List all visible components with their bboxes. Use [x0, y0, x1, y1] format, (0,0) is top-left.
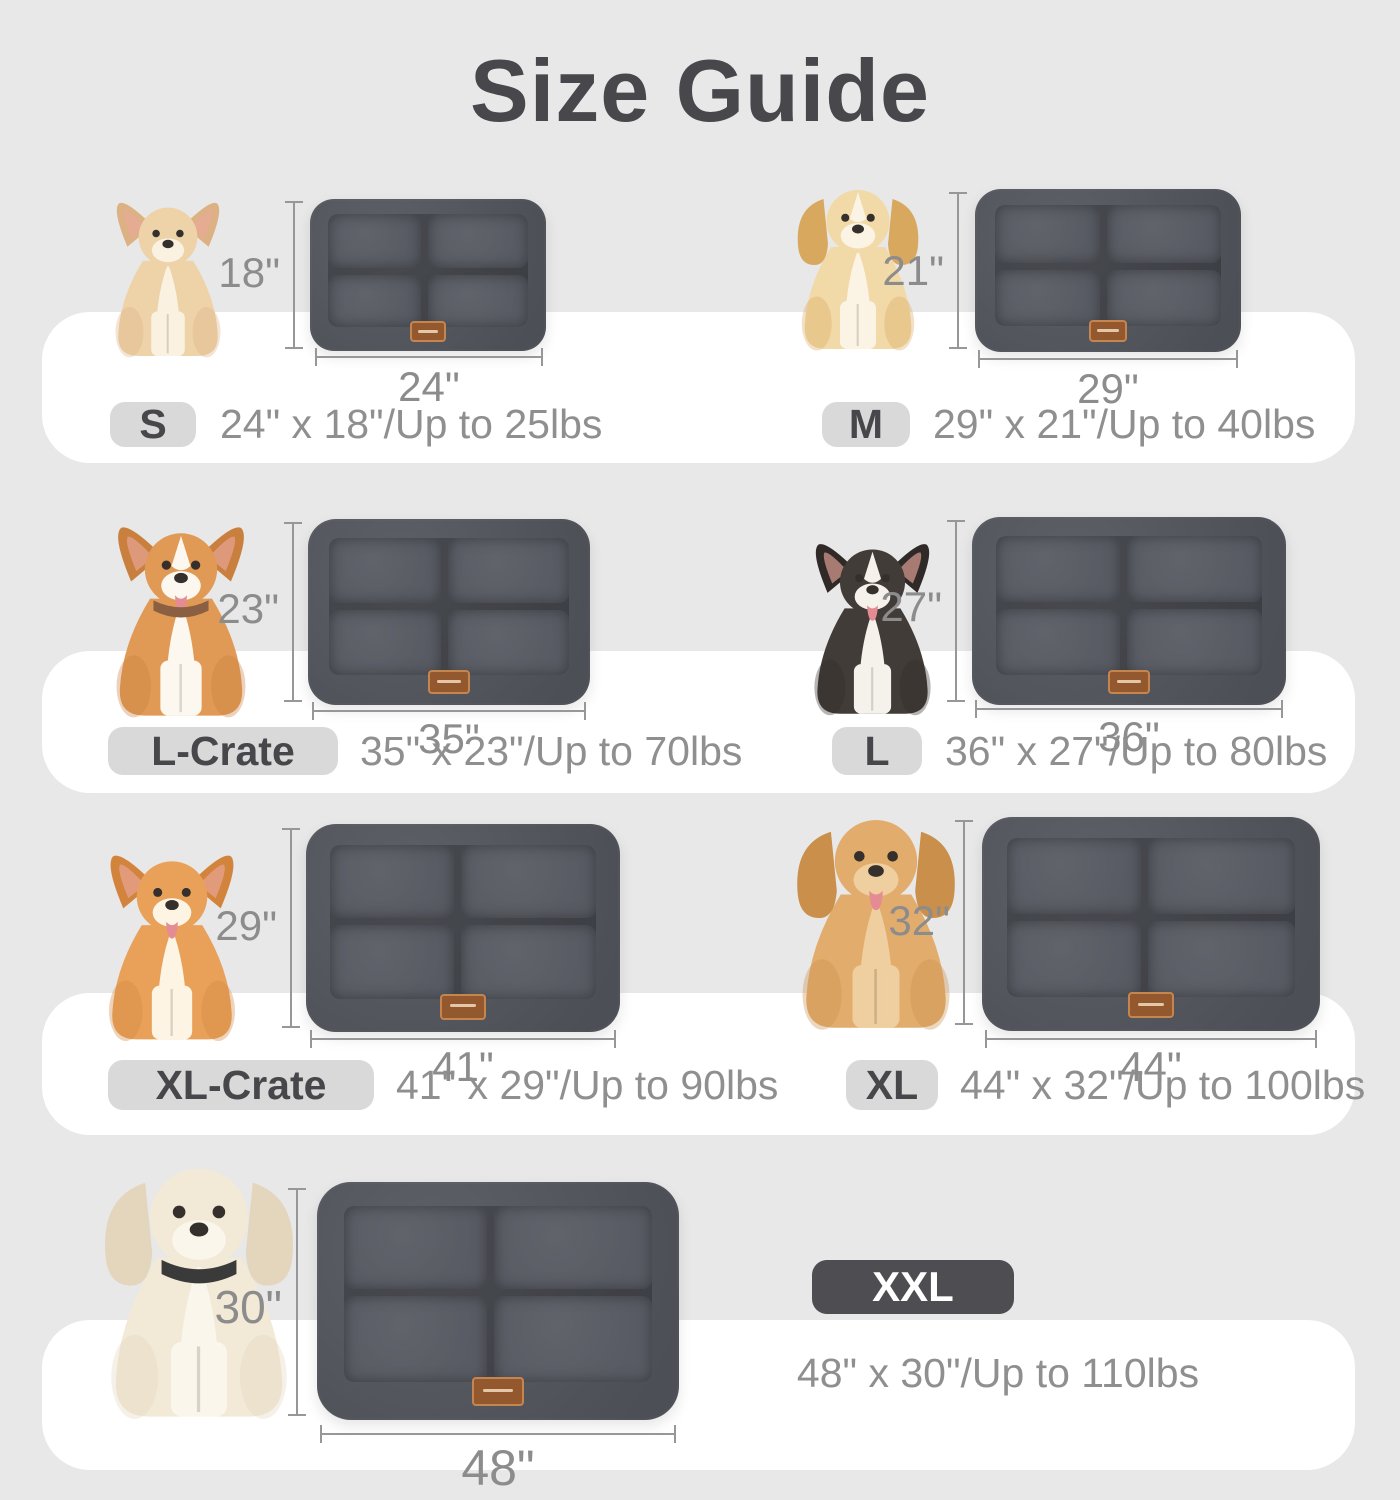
- width-dimension-line-xxl: [320, 1425, 676, 1443]
- mat-quilting: [327, 214, 529, 327]
- size-badge-xxl: XXL: [812, 1260, 1014, 1314]
- size-badge-m: M: [822, 402, 910, 447]
- size-spec-xl: 44" x 32"/Up to 100lbs: [960, 1061, 1366, 1108]
- mat-quilting: [329, 537, 569, 676]
- size-badge-xl-crate: XL-Crate: [108, 1060, 374, 1110]
- width-dimension-line-m: [978, 350, 1238, 368]
- brand-tag: [1128, 992, 1174, 1019]
- width-dimension-label-m: 29": [1077, 365, 1139, 412]
- mat-size-m: [975, 189, 1241, 352]
- width-dimension-label-xl-crate: 41": [432, 1043, 494, 1090]
- height-dimension-line-xl: [955, 820, 973, 1025]
- mat-size-xl: [982, 817, 1320, 1031]
- mat-quilting: [329, 844, 597, 999]
- mat-size-xl-crate: [306, 824, 620, 1032]
- width-dimension-label-xl: 44": [1120, 1043, 1182, 1090]
- mat-quilting: [344, 1205, 652, 1382]
- size-spec-xxl: 48" x 30"/Up to 110lbs: [796, 1349, 1200, 1396]
- brand-tag: [428, 669, 470, 694]
- height-dimension-line-xl-crate: [282, 828, 300, 1028]
- size-badge-xl: XL: [846, 1060, 938, 1110]
- width-dimension-label-l: 36": [1098, 713, 1160, 760]
- dog-illustration-border-collie: [795, 503, 950, 754]
- size-badge-l: L: [832, 727, 922, 775]
- mat-size-s: [310, 199, 546, 351]
- brand-tag: [440, 993, 486, 1020]
- height-dimension-line-m: [949, 192, 967, 349]
- size-spec-l: 36" x 27"/Up to 80lbs: [945, 727, 1328, 774]
- width-dimension-line-xl: [985, 1030, 1317, 1048]
- size-badge-l-crate: L-Crate: [108, 727, 338, 775]
- dog-illustration-puppy: [783, 170, 933, 363]
- mat-quilting: [994, 205, 1222, 326]
- width-dimension-label-s: 24": [398, 363, 460, 410]
- mat-quilting: [1007, 838, 1295, 997]
- height-dimension-line-l-crate: [284, 522, 302, 702]
- dog-illustration-golden-retriever: [778, 795, 974, 1045]
- width-dimension-line-xl-crate: [310, 1030, 616, 1048]
- size-spec-xl-crate: 41" x 29"/Up to 90lbs: [396, 1061, 779, 1108]
- size-spec-l-crate: 35" x 23"/Up to 70lbs: [360, 727, 743, 774]
- brand-tag: [1108, 669, 1150, 694]
- mat-size-xxl: [317, 1182, 679, 1420]
- page-title: Size Guide: [470, 41, 930, 140]
- height-dimension-label-m: 21": [882, 247, 944, 294]
- height-dimension-label-l-crate: 23": [217, 585, 279, 632]
- dog-illustration-white-retriever: [80, 1150, 318, 1426]
- mat-size-l: [972, 517, 1286, 705]
- height-dimension-label-xl-crate: 29": [215, 902, 277, 949]
- dog-illustration-chihuahua: [98, 193, 238, 365]
- width-dimension-line-l-crate: [312, 702, 586, 720]
- size-spec-s: 24" x 18"/Up to 25lbs: [220, 401, 603, 447]
- brand-tag: [472, 1376, 524, 1406]
- brand-tag: [410, 320, 446, 342]
- width-dimension-line-l: [975, 700, 1283, 718]
- size-badge-s: S: [110, 402, 196, 447]
- width-dimension-line-s: [315, 348, 543, 366]
- brand-tag: [1089, 320, 1127, 343]
- mat-quilting: [995, 535, 1263, 675]
- width-dimension-label-l-crate: 35": [418, 715, 480, 762]
- dog-illustration-shiba-inu: [88, 800, 256, 1094]
- height-dimension-line-s: [285, 201, 303, 349]
- height-dimension-line-xxl: [288, 1188, 306, 1416]
- height-dimension-label-s: 18": [218, 249, 280, 296]
- width-dimension-label-xxl: 48": [461, 1440, 535, 1496]
- height-dimension-line-l: [947, 520, 965, 702]
- height-dimension-label-xxl: 30": [214, 1281, 283, 1333]
- height-dimension-label-l: 27": [880, 583, 942, 630]
- mat-size-l-crate: [308, 519, 590, 705]
- dog-illustration-corgi: [95, 488, 267, 754]
- size-spec-m: 29" x 21"/Up to 40lbs: [933, 401, 1316, 447]
- height-dimension-label-xl: 32": [888, 897, 950, 944]
